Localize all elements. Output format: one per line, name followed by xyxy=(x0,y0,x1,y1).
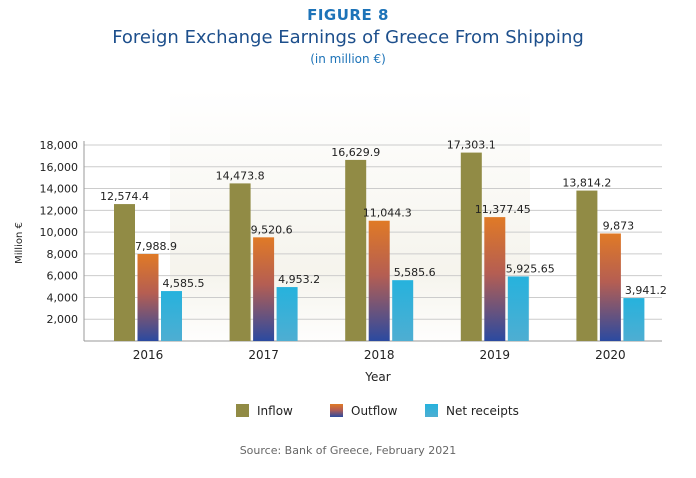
bar-inflow xyxy=(345,159,367,341)
bar-outflow xyxy=(484,217,506,341)
data-label-inflow: 13,814.2 xyxy=(562,177,611,190)
data-label-net-receipts: 5,585.6 xyxy=(394,266,436,279)
legend-swatch-inflow xyxy=(236,404,249,417)
x-tick-label: 2019 xyxy=(480,348,511,362)
bar-net-receipts xyxy=(507,276,529,341)
y-axis-title: Million € xyxy=(14,222,25,264)
y-tick-label: 4,000 xyxy=(47,291,79,304)
y-tick-label: 6,000 xyxy=(47,270,79,283)
figure-label: FIGURE 8 xyxy=(307,6,389,24)
bar-outflow xyxy=(599,233,621,341)
data-label-outflow: 9,520.6 xyxy=(251,223,293,236)
bar-inflow xyxy=(114,204,135,341)
data-label-net-receipts: 4,585.5 xyxy=(163,277,205,290)
y-tick-label: 10,000 xyxy=(40,226,79,239)
bar-net-receipts xyxy=(392,280,414,341)
bar-outflow xyxy=(253,237,275,341)
chart-subtitle: (in million €) xyxy=(310,52,386,66)
y-tick-label: 18,000 xyxy=(40,139,79,152)
legend-label-outflow: Outflow xyxy=(351,404,398,418)
data-label-inflow: 16,629.9 xyxy=(331,146,380,159)
chart-title: Foreign Exchange Earnings of Greece From… xyxy=(112,27,584,48)
bar-inflow xyxy=(229,183,251,341)
data-label-net-receipts: 4,953.2 xyxy=(278,273,320,286)
data-label-net-receipts: 5,925.65 xyxy=(506,262,555,275)
data-label-net-receipts: 3,941.2 xyxy=(625,284,667,297)
data-label-outflow: 11,377.45 xyxy=(475,203,531,216)
bar-outflow xyxy=(137,254,159,341)
y-tick-label: 16,000 xyxy=(40,161,79,174)
x-tick-label: 2016 xyxy=(133,348,164,362)
x-tick-label: 2020 xyxy=(595,348,626,362)
data-label-inflow: 14,473.8 xyxy=(216,169,265,182)
legend-label-inflow: Inflow xyxy=(257,404,293,418)
bar-inflow xyxy=(460,152,482,341)
data-label-outflow: 7,988.9 xyxy=(135,240,177,253)
bar-net-receipts xyxy=(161,291,182,341)
bar-net-receipts xyxy=(623,298,645,341)
bar-outflow xyxy=(368,220,390,341)
y-tick-label: 2,000 xyxy=(47,313,79,326)
legend-label-net-receipts: Net receipts xyxy=(446,404,519,418)
y-tick-label: 14,000 xyxy=(40,183,79,196)
data-label-outflow: 11,044.3 xyxy=(363,207,412,220)
data-label-inflow: 17,303.1 xyxy=(447,139,496,152)
y-tick-label: 8,000 xyxy=(47,248,79,261)
data-label-outflow: 9,873 xyxy=(603,219,635,232)
data-label-inflow: 12,574.4 xyxy=(100,190,149,203)
x-tick-label: 2018 xyxy=(364,348,395,362)
y-tick-label: 12,000 xyxy=(40,204,79,217)
bar-net-receipts xyxy=(276,287,298,341)
legend-swatch-outflow xyxy=(330,404,343,417)
source-note: Source: Bank of Greece, February 2021 xyxy=(239,444,457,457)
legend-swatch-net-receipts xyxy=(425,404,438,417)
bar-inflow xyxy=(576,190,598,341)
x-axis-title: Year xyxy=(364,370,390,384)
x-tick-label: 2017 xyxy=(248,348,279,362)
